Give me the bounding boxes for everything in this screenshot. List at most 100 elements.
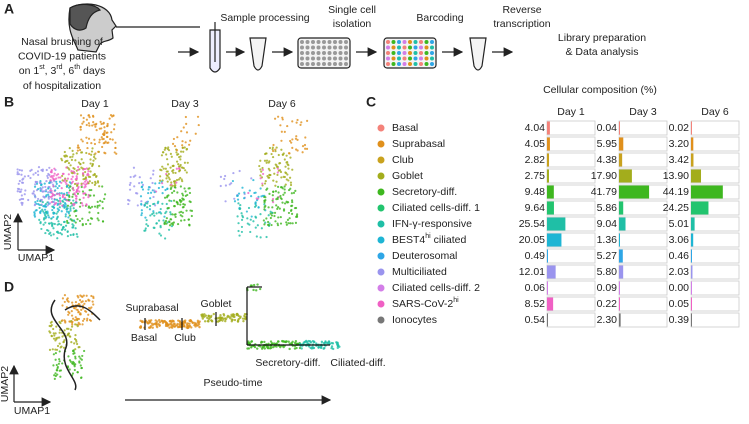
cell-dot bbox=[49, 179, 52, 182]
cell-dot bbox=[250, 177, 253, 180]
bar-box bbox=[690, 136, 740, 152]
bar-box bbox=[690, 248, 740, 264]
cell-dot bbox=[88, 211, 91, 214]
cell-dot bbox=[188, 187, 191, 190]
cell-dot bbox=[181, 215, 184, 218]
cell-dot bbox=[286, 173, 289, 176]
cell-dot bbox=[92, 295, 95, 298]
well bbox=[327, 62, 332, 66]
cell-dot bbox=[182, 205, 185, 209]
row-name: IFN-γ-responsive bbox=[392, 218, 472, 230]
intro-text: on 1st, 3rd, 6th days bbox=[19, 64, 105, 76]
cell-dot bbox=[264, 204, 267, 208]
cell-dot bbox=[261, 182, 264, 185]
cell-dot bbox=[176, 153, 179, 156]
cell-dot bbox=[161, 185, 164, 189]
cell-dot bbox=[276, 171, 279, 174]
cell-dot bbox=[280, 130, 283, 133]
cell-dot bbox=[159, 168, 162, 171]
cell-dot bbox=[85, 178, 88, 182]
cell-dot bbox=[87, 137, 91, 140]
cell-dot bbox=[224, 184, 228, 187]
cell-dot bbox=[144, 216, 147, 219]
cell-dot bbox=[275, 146, 278, 149]
cell-dot bbox=[55, 363, 58, 367]
cell-dot bbox=[291, 120, 294, 123]
cell-dot bbox=[58, 197, 62, 200]
axis-label: UMAP1 bbox=[14, 405, 50, 417]
cell-dot bbox=[254, 202, 257, 206]
cell-dot bbox=[76, 192, 80, 195]
cell-dot bbox=[259, 168, 262, 171]
cell-dot bbox=[147, 191, 150, 195]
cell-dot bbox=[101, 185, 104, 188]
row-dot bbox=[377, 156, 385, 164]
cell-dot bbox=[59, 200, 62, 203]
cell-dot bbox=[188, 224, 191, 227]
cell-dot bbox=[231, 179, 235, 183]
cell-dot bbox=[287, 222, 290, 225]
well bbox=[322, 45, 326, 50]
pseudo-dot bbox=[230, 320, 234, 323]
bar bbox=[691, 169, 702, 183]
cell-dot bbox=[58, 350, 61, 353]
cell-dot bbox=[71, 317, 75, 320]
well bbox=[333, 40, 337, 44]
cell-dot bbox=[78, 205, 82, 208]
cell-dot bbox=[82, 196, 85, 199]
cell-dot bbox=[69, 209, 72, 212]
cell-dot bbox=[166, 158, 169, 161]
row-name-part: Ciliated cells-diff. 2 bbox=[392, 282, 480, 294]
pseudo-dot bbox=[323, 341, 327, 345]
cell-dot bbox=[81, 319, 85, 322]
cell-dot bbox=[83, 349, 86, 353]
cell-dot bbox=[53, 201, 56, 204]
cell-dot bbox=[274, 190, 278, 193]
cell-dot bbox=[83, 192, 86, 195]
cell-dot bbox=[60, 157, 63, 160]
intro-part: rd bbox=[56, 64, 62, 71]
cell-dot bbox=[54, 348, 57, 351]
cell-dot bbox=[86, 317, 89, 320]
cell-dot bbox=[61, 335, 64, 338]
cell-dot bbox=[270, 152, 273, 156]
cell-dot bbox=[282, 208, 286, 211]
cell-dot bbox=[259, 159, 262, 162]
value-label: 3.06 bbox=[669, 234, 690, 246]
cell-dot bbox=[194, 132, 197, 135]
cell-dot bbox=[67, 310, 70, 313]
cell-dot bbox=[177, 162, 180, 166]
cell-dot bbox=[153, 226, 156, 229]
well bbox=[402, 45, 407, 50]
well bbox=[322, 62, 326, 66]
cell-dot bbox=[93, 173, 96, 176]
cell-dot bbox=[290, 204, 294, 207]
bar bbox=[619, 265, 624, 279]
cell-dot bbox=[85, 118, 88, 121]
cell-dot bbox=[287, 211, 291, 215]
well bbox=[305, 40, 310, 44]
cell-dot bbox=[152, 210, 155, 213]
cell-dot bbox=[87, 299, 90, 302]
well bbox=[408, 56, 412, 61]
cell-dot bbox=[183, 187, 186, 190]
cell-dot bbox=[238, 169, 241, 173]
cell-dot bbox=[148, 204, 152, 208]
pseudo-dot bbox=[256, 283, 259, 286]
cell-dot bbox=[79, 364, 82, 367]
cell-dot bbox=[146, 224, 150, 227]
cell-dot bbox=[72, 199, 75, 202]
value-label: 20.05 bbox=[519, 234, 545, 246]
state-label: Ciliated-diff. bbox=[330, 357, 385, 369]
cell-dot bbox=[80, 376, 83, 379]
pseudo-dot bbox=[233, 318, 237, 322]
well bbox=[386, 45, 390, 50]
step-label: Barcoding bbox=[416, 12, 463, 24]
cell-dot bbox=[106, 135, 109, 139]
cell-dot bbox=[285, 221, 288, 224]
value-label: 13.90 bbox=[663, 170, 689, 182]
cell-dot bbox=[267, 167, 270, 170]
cell-dot bbox=[147, 185, 151, 189]
state-label: Goblet bbox=[201, 298, 232, 310]
cell-dot bbox=[239, 203, 242, 207]
